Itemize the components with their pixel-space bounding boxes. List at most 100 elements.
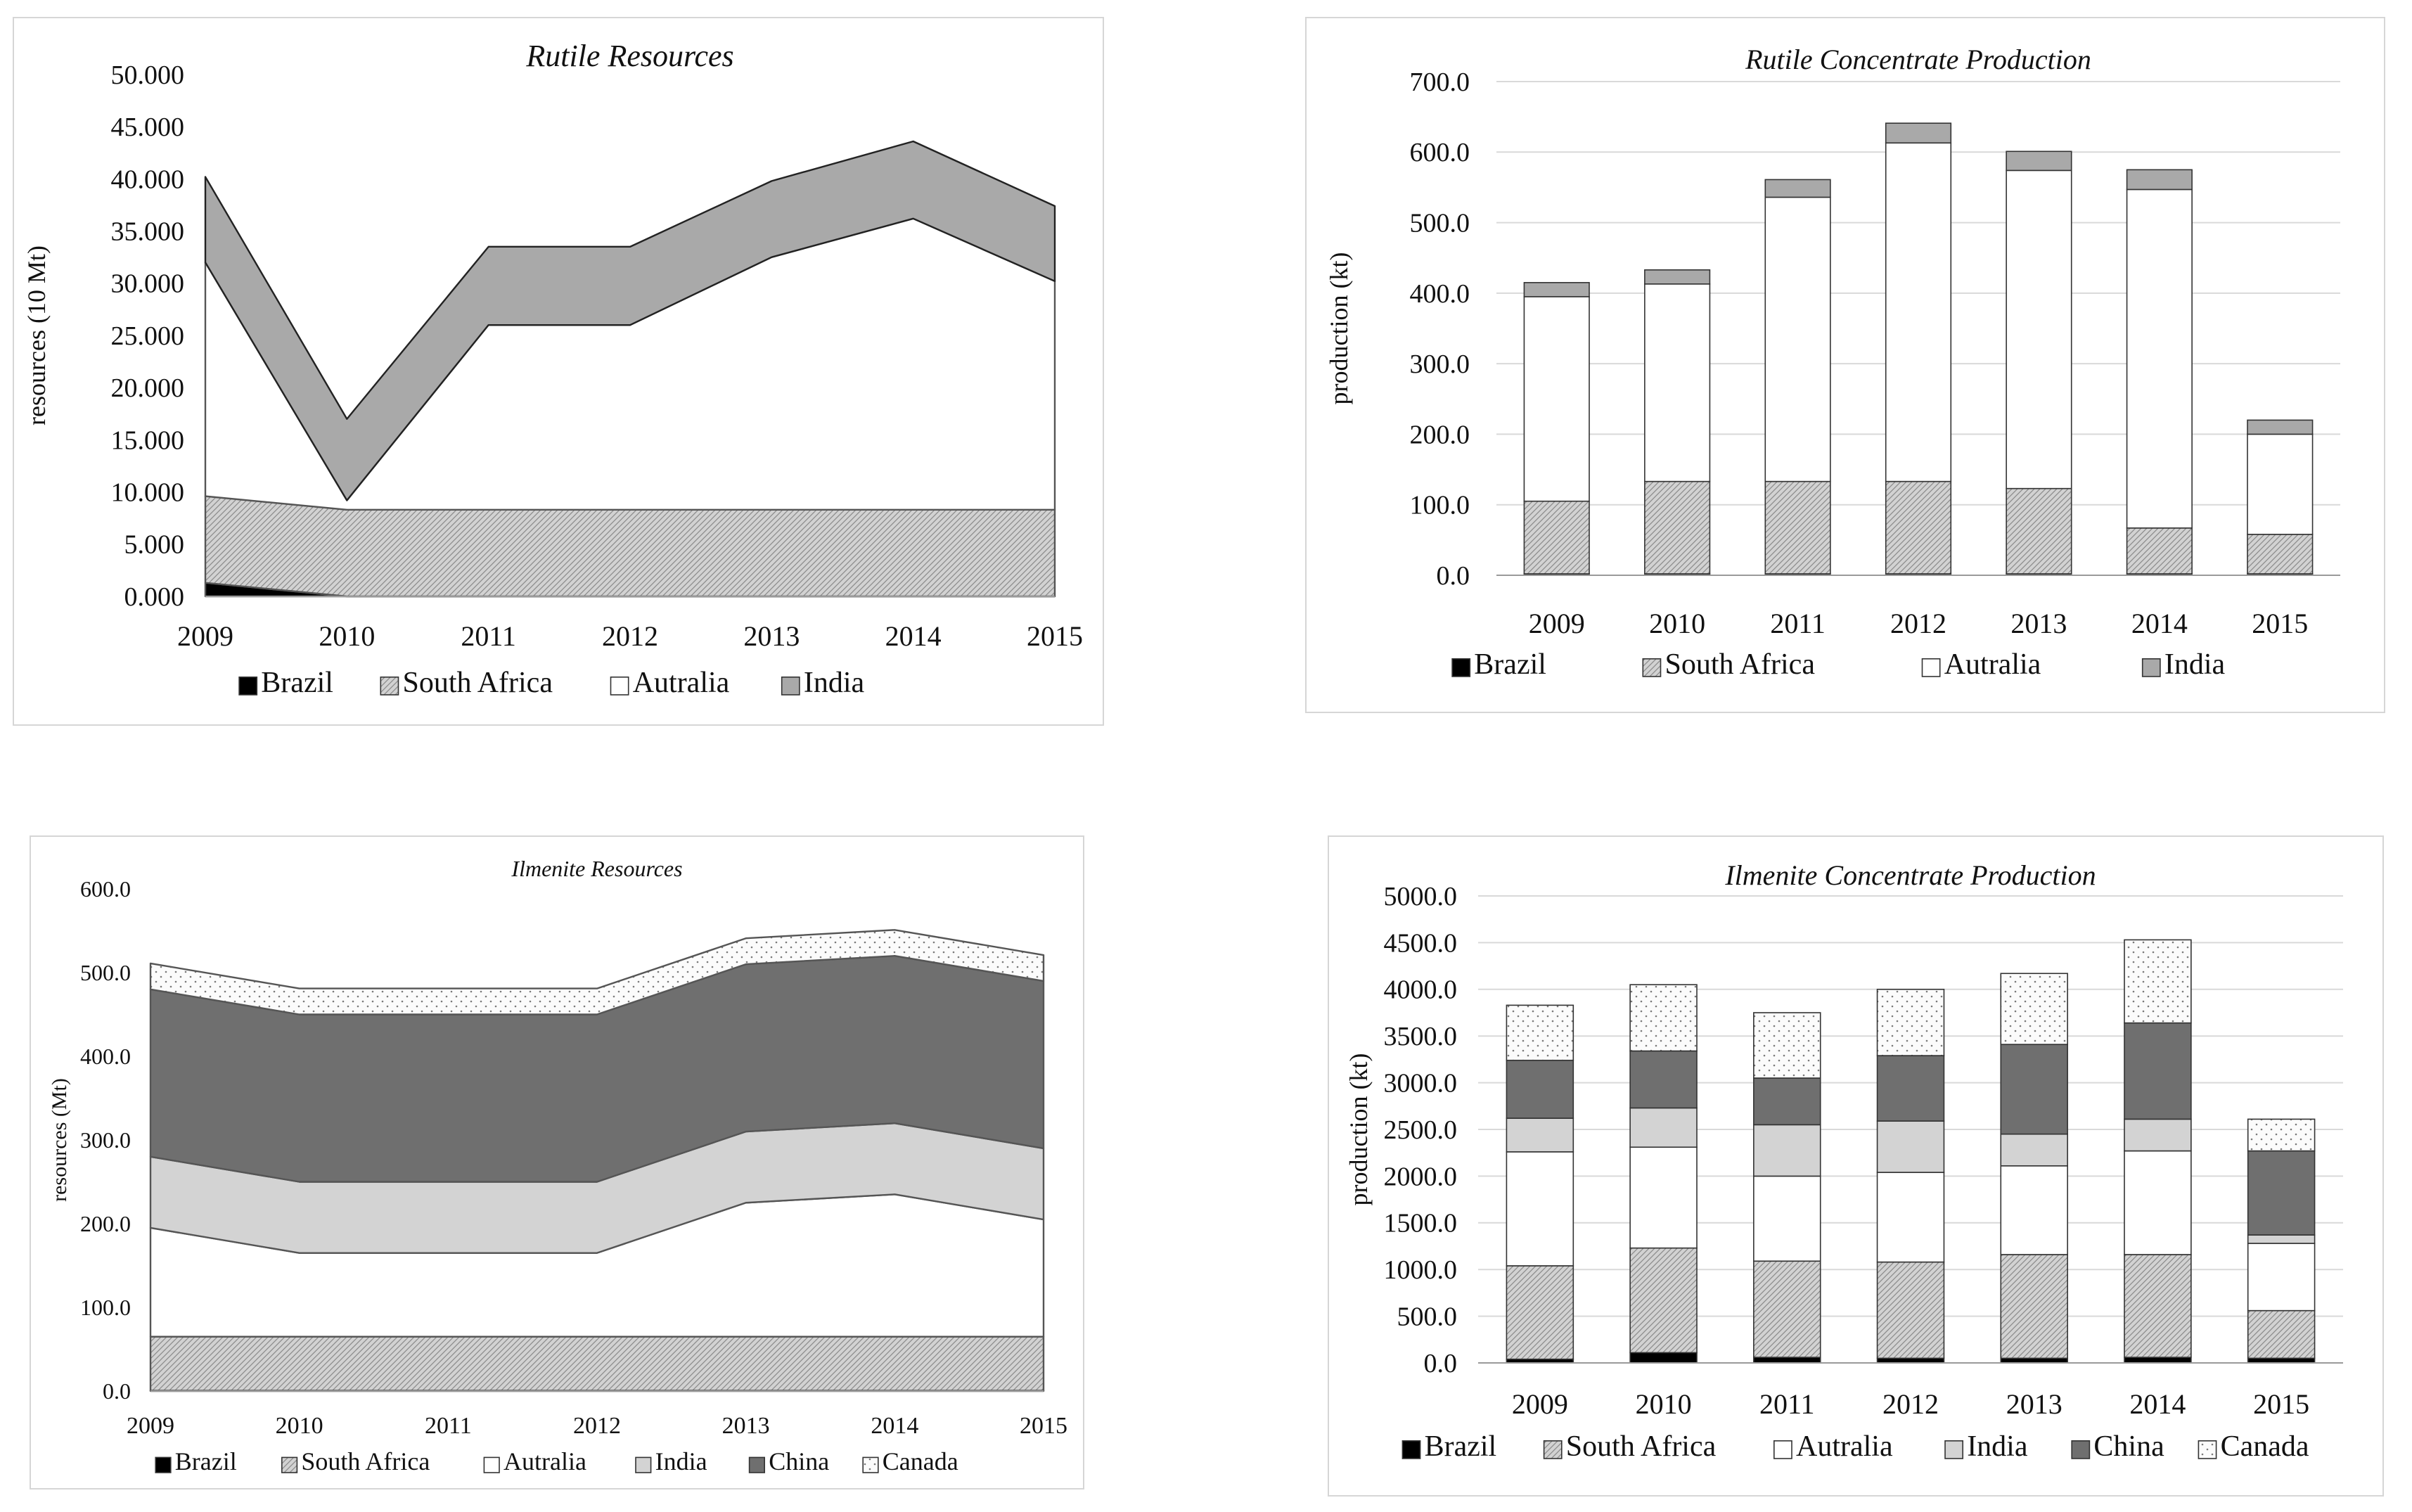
y-tick-label: 0.0 [103, 1378, 131, 1404]
chart-ilmenite-resources: Ilmenite Resources resources (Mt) 0.0 100.0… [30, 835, 1084, 1489]
y-tick-label: 5000.0 [1384, 882, 1458, 911]
y-tick-label: 600.0 [80, 876, 131, 902]
x-tick-label: 2010 [276, 1413, 323, 1439]
y-tick-label: 1000.0 [1384, 1255, 1458, 1285]
x-tick-label: 2011 [1770, 608, 1826, 639]
legend-swatch [1944, 1440, 1964, 1459]
bar-south-africa-2011 [1764, 480, 1831, 575]
legend-swatch [380, 676, 399, 696]
legend-label: Canada [883, 1447, 958, 1475]
y-tick-label: 200.0 [1410, 420, 1470, 449]
chart-ilmenite-production: Ilmenite Concentrate Production productio… [1328, 835, 2384, 1497]
legend-item-india: India [781, 667, 865, 699]
bar-autralia-2009 [1506, 1151, 1574, 1267]
legend-label: Brazil [175, 1447, 237, 1475]
area-south-africa [204, 495, 1056, 598]
x-tick-label: 2009 [127, 1413, 174, 1439]
bar-brazil-2010 [1629, 1352, 1698, 1364]
y-tick-label: 0.000 [124, 582, 185, 612]
bar-autralia-2012 [1885, 142, 1952, 482]
bar-china-2013 [2000, 1044, 2068, 1135]
bar-autralia-2009 [1523, 296, 1590, 502]
y-tick-label: 2500.0 [1384, 1115, 1458, 1145]
bar-india-2014 [2124, 1118, 2192, 1152]
bar-autralia-2015 [2247, 1243, 2316, 1312]
y-tick-label: 400.0 [80, 1044, 131, 1069]
legend-label: Brazil [261, 667, 333, 699]
chart-rutile-resources: Rutile Resources resources (10 Mt) 0.000 5.… [13, 17, 1104, 726]
bar-india-2013 [2000, 1133, 2068, 1167]
bar-south-africa-2015 [2247, 1309, 2316, 1359]
y-tick-label: 5.000 [124, 530, 185, 560]
y-axis-label: resources (10 Mt) [23, 245, 51, 425]
bar-india-2011 [1753, 1124, 1821, 1177]
bar-china-2012 [1876, 1055, 1945, 1122]
bar-south-africa-2013 [2006, 487, 2072, 575]
y-tick-label: 4000.0 [1384, 975, 1458, 1005]
legend-item-brazil: Brazil [1451, 648, 1546, 681]
x-tick-label: 2013 [2010, 608, 2067, 639]
bar-canada-2009 [1506, 1004, 1574, 1061]
bar-india-2012 [1876, 1120, 1945, 1173]
x-tick-label: 2010 [1649, 608, 1705, 639]
y-tick-label: 35.000 [111, 217, 185, 247]
bar-south-africa-2014 [2126, 527, 2193, 575]
bar-india-2010 [1629, 1107, 1698, 1148]
y-tick-label: 0.0 [1424, 1349, 1458, 1378]
legend-swatch [862, 1456, 879, 1473]
x-tick-label: 2014 [885, 620, 942, 652]
bar-autralia-2011 [1764, 196, 1831, 482]
legend-label: India [655, 1447, 707, 1475]
legend-swatch [2198, 1440, 2217, 1459]
legend-label: Autralia [503, 1447, 586, 1475]
bar-brazil-2011 [1753, 1357, 1821, 1364]
x-tick-label: 2014 [2131, 608, 2188, 639]
bar-south-africa-2010 [1629, 1247, 1698, 1354]
legend-item-south-africa: South Africa [380, 667, 553, 699]
legend-label: China [769, 1447, 829, 1475]
y-tick-label: 200.0 [80, 1211, 131, 1236]
y-axis-label: resources (Mt) [48, 1078, 71, 1202]
y-tick-label: 1500.0 [1384, 1209, 1458, 1238]
bar-india-2011 [1764, 179, 1831, 198]
y-tick-label: 100.0 [1410, 491, 1470, 520]
y-axis-label: production (kt) [1325, 252, 1353, 405]
legend-item-india: India [2141, 648, 2226, 681]
legend-item-china: China [2071, 1430, 2164, 1463]
legend-item-autralia: Autralia [610, 667, 730, 699]
legend-swatch [483, 1456, 500, 1473]
legend-label: India [1967, 1430, 2028, 1463]
x-tick-label: 2011 [1759, 1388, 1815, 1420]
bar-canada-2012 [1876, 989, 1945, 1056]
legend-item-brazil: Brazil [155, 1447, 237, 1475]
bar-brazil-2014 [2124, 1357, 2192, 1364]
bar-south-africa-2013 [2000, 1254, 2068, 1359]
legend-swatch [2071, 1440, 2091, 1459]
legend-item-canada: Canada [862, 1447, 958, 1475]
legend-item-autralia: Autralia [1921, 648, 2041, 681]
y-tick-label: 40.000 [111, 165, 185, 194]
legend-swatch [1401, 1440, 1421, 1459]
x-tick-label: 2012 [573, 1413, 621, 1439]
x-tick-label: 2013 [2006, 1388, 2063, 1420]
legend-item-india: India [1944, 1430, 2028, 1463]
x-tick-label: 2015 [2253, 1388, 2309, 1420]
x-tick-label: 2012 [602, 620, 658, 652]
legend-swatch [238, 676, 258, 696]
x-tick-label: 2015 [1027, 620, 1083, 652]
y-tick-label: 50.000 [111, 60, 185, 90]
chart-canvas: Rutile Resources resources (10 Mt) 0.000 5.… [23, 39, 1083, 699]
chart-title: Ilmenite Concentrate Production [1724, 859, 2096, 891]
bar-autralia-2011 [1753, 1175, 1821, 1262]
bar-canada-2011 [1753, 1012, 1821, 1079]
bar-canada-2010 [1629, 984, 1698, 1052]
legend-label: Brazil [1474, 648, 1546, 681]
y-tick-label: 45.000 [111, 113, 185, 142]
legend-item-canada: Canada [2198, 1430, 2309, 1463]
bar-china-2009 [1506, 1059, 1574, 1119]
y-tick-label: 300.0 [80, 1127, 131, 1153]
legend-swatch [2141, 658, 2161, 677]
bar-south-africa-2009 [1523, 500, 1590, 575]
chart-title: Rutile Concentrate Production [1745, 44, 2091, 75]
legend-item-south-africa: South Africa [281, 1447, 430, 1475]
